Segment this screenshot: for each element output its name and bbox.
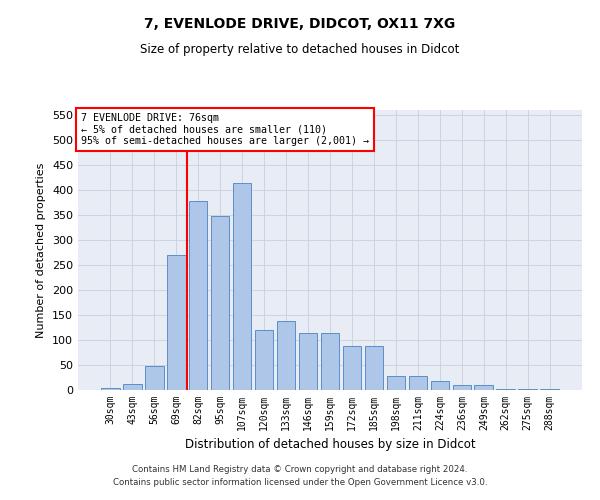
Text: Contains HM Land Registry data © Crown copyright and database right 2024.: Contains HM Land Registry data © Crown c…	[132, 466, 468, 474]
Text: 7 EVENLODE DRIVE: 76sqm
← 5% of detached houses are smaller (110)
95% of semi-de: 7 EVENLODE DRIVE: 76sqm ← 5% of detached…	[80, 113, 368, 146]
Bar	[409, 376, 427, 390]
Bar	[277, 321, 295, 390]
Bar	[386, 376, 405, 390]
Bar	[123, 384, 142, 390]
Bar	[101, 388, 119, 390]
Bar	[145, 366, 164, 390]
Bar	[255, 330, 274, 390]
Bar	[496, 388, 515, 390]
Bar	[452, 385, 471, 390]
Bar	[189, 201, 208, 390]
Bar	[167, 255, 185, 390]
Bar	[518, 389, 537, 390]
Y-axis label: Number of detached properties: Number of detached properties	[37, 162, 46, 338]
Bar	[431, 381, 449, 390]
Text: Size of property relative to detached houses in Didcot: Size of property relative to detached ho…	[140, 42, 460, 56]
Bar	[365, 346, 383, 390]
X-axis label: Distribution of detached houses by size in Didcot: Distribution of detached houses by size …	[185, 438, 475, 452]
Bar	[343, 346, 361, 390]
Bar	[320, 332, 340, 390]
Bar	[475, 385, 493, 390]
Text: 7, EVENLODE DRIVE, DIDCOT, OX11 7XG: 7, EVENLODE DRIVE, DIDCOT, OX11 7XG	[145, 18, 455, 32]
Bar	[211, 216, 229, 390]
Bar	[299, 332, 317, 390]
Bar	[233, 182, 251, 390]
Text: Contains public sector information licensed under the Open Government Licence v3: Contains public sector information licen…	[113, 478, 487, 487]
Bar	[541, 389, 559, 390]
